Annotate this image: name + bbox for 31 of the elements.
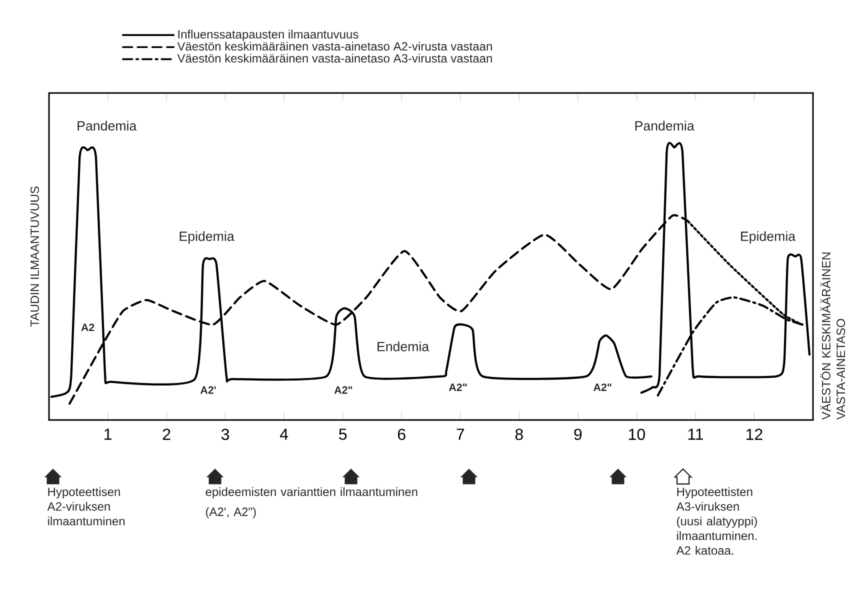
x-tick-label: 4 [280,428,288,440]
annotation: Epidemia [180,231,234,244]
x-tick-label: 9 [574,428,582,440]
annotation: A2" [334,386,352,394]
text: (A2', A2") [206,507,256,518]
annotation: Epidemia [741,231,796,244]
x-tick-label: 2 [162,428,170,440]
x-tick-label: 8 [515,428,523,440]
y-axis-title: TAUDIN ILMAANTUVUUS [30,186,39,327]
text: Hypoteettisen A2-viruksen ilmaantuminen [47,487,125,526]
x-tick-label: 3 [221,428,230,440]
text: Hypoteettisten A3-viruksen (uusi alatyyppi) ilmaantuminen. A2 katoaa. [676,487,757,555]
annotation: A2" [448,384,467,392]
text: Pandemia [635,120,694,131]
annotation: A2" [594,384,612,392]
text: Pandemia [78,120,137,131]
x-tick-label: 5 [339,428,347,440]
y2-axis-title: VÄESTÖN KESKIMÄÄRÄINEN VASTA-AINETASO [820,252,846,420]
text: epideemisten varianttien ilmaantuminen [206,487,418,498]
annotation: A2' [200,386,216,394]
x-tick-label: 1 [104,428,112,440]
annotation: Endemia [378,342,430,352]
legend-label: Väestön keskimääräinen vasta-ainetaso A3-virusta vastaan [177,54,492,63]
legend-label: Influenssatapausten ilmaantuvuus [178,30,358,41]
x-tick-label: 7 [456,428,464,440]
annotation: A2 [81,324,94,332]
legend-label: Väestön keskimääräinen vasta-ainetaso A2-virusta vastaan [177,42,492,51]
x-tick-label: 11 [688,428,703,440]
x-tick-label: 10 [629,428,645,440]
x-tick-label: 6 [398,428,406,440]
x-tick-label: 12 [746,428,762,440]
